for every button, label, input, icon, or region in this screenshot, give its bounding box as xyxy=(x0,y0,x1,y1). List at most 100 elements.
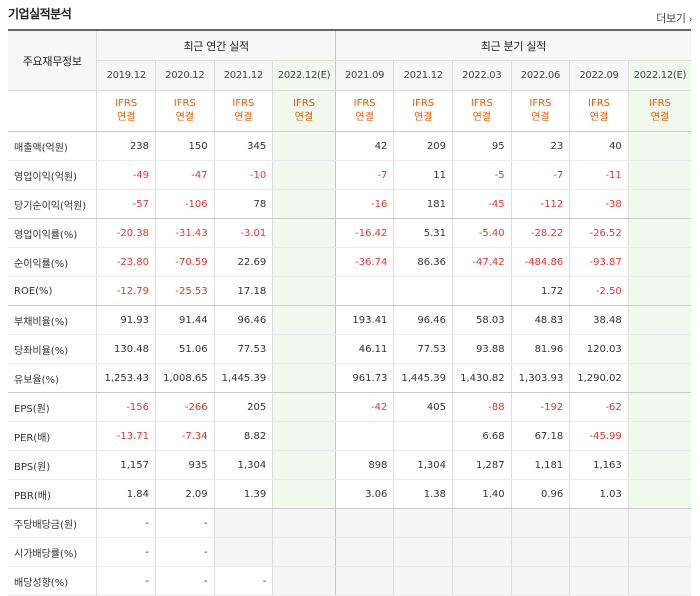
table-cell xyxy=(627,276,691,306)
row-label: EPS(원) xyxy=(8,392,98,422)
table-cell xyxy=(393,421,453,451)
row-label: ROE(%) xyxy=(8,276,98,306)
table-cell xyxy=(627,421,691,451)
table-cell xyxy=(393,276,453,306)
table-cell: 96.46 xyxy=(393,305,453,335)
table-row: 매출액(억원) 238 150 345 42 209 95 23 40 xyxy=(8,131,691,161)
table-cell: - xyxy=(96,537,156,567)
period-header: 2022.12(E) xyxy=(272,60,336,91)
table-cell: 96.46 xyxy=(213,305,273,335)
basis-scope: 연결 xyxy=(355,112,374,123)
table-cell: 1,290.02 xyxy=(569,363,629,393)
table-cell xyxy=(627,479,691,509)
basis-header: IFRS 연결 xyxy=(96,90,156,132)
table-cell xyxy=(452,566,512,596)
row-label: 주당배당금(원) xyxy=(8,508,98,538)
table-cell: 193.41 xyxy=(334,305,394,335)
table-cell xyxy=(272,189,336,219)
table-cell: 91.93 xyxy=(96,305,156,335)
table-cell xyxy=(272,247,336,277)
period-header: 2021.12 xyxy=(213,60,273,91)
table-cell xyxy=(272,392,336,422)
table-cell: -45 xyxy=(452,189,512,219)
table-cell: - xyxy=(96,566,156,596)
row-label: 당좌비율(%) xyxy=(8,334,98,364)
row-label: 순이익률(%) xyxy=(8,247,98,277)
row-label: 매출액(억원) xyxy=(8,131,98,161)
table-cell: 38.48 xyxy=(569,305,629,335)
table-cell: -16 xyxy=(334,189,394,219)
table-cell: -2.50 xyxy=(569,276,629,306)
table-row: 시가배당률(%) - - xyxy=(8,537,691,567)
table-cell xyxy=(627,508,691,538)
table-cell: -10 xyxy=(213,160,273,190)
row-label: 당기순이익(억원) xyxy=(8,189,98,219)
table-cell: -38 xyxy=(569,189,629,219)
table-cell: -16.42 xyxy=(334,218,394,248)
table-cell: 961.73 xyxy=(334,363,394,393)
period-header: 2022.06 xyxy=(510,60,570,91)
basis-standard: IFRS xyxy=(293,98,315,109)
row-label: 영업이익(억원) xyxy=(8,160,98,190)
basis-header: IFRS 연결 xyxy=(393,90,453,132)
table-cell: 238 xyxy=(96,131,156,161)
table-cell: 120.03 xyxy=(569,334,629,364)
table-cell xyxy=(272,479,336,509)
table-cell: 1,253.43 xyxy=(96,363,156,393)
period-header: 2022.09 xyxy=(569,60,629,91)
table-cell: 1,163 xyxy=(569,450,629,480)
row-label: PBR(배) xyxy=(8,479,98,509)
table-row: 부채비율(%) 91.93 91.44 96.46 193.41 96.46 58.03 48… xyxy=(8,305,691,335)
table-cell: -45.99 xyxy=(569,421,629,451)
table-cell: 1,445.39 xyxy=(213,363,273,393)
basis-scope: 연결 xyxy=(589,112,609,123)
basis-header: IFRS 연결 xyxy=(213,90,273,132)
table-cell xyxy=(627,334,691,364)
table-cell xyxy=(510,566,570,596)
basis-scope: 연결 xyxy=(531,112,550,123)
table-cell: 91.44 xyxy=(155,305,215,335)
table-cell xyxy=(272,334,336,364)
basis-standard: IFRS xyxy=(529,98,552,109)
table-cell: 209 xyxy=(393,131,453,161)
table-cell: 1.39 xyxy=(213,479,273,509)
more-link[interactable]: 더보기 › xyxy=(656,10,692,26)
table-cell: 5.31 xyxy=(393,218,453,248)
table-cell: 0.96 xyxy=(510,479,570,509)
table-cell xyxy=(272,450,336,480)
table-row: PER(배) -13.71 -7.34 8.82 6.68 67.18 -45.99 xyxy=(8,421,691,451)
period-header: 2019.12 xyxy=(96,60,156,91)
table-cell: 1.03 xyxy=(569,479,629,509)
table-cell xyxy=(334,537,394,567)
table-cell: 1,008.65 xyxy=(155,363,215,393)
table-cell: 22.69 xyxy=(213,247,273,277)
row-label: PER(배) xyxy=(8,421,98,451)
table-cell: 23 xyxy=(510,131,570,161)
table-cell: -7 xyxy=(510,160,570,190)
table-cell: 1.84 xyxy=(96,479,156,509)
table-cell: -93.87 xyxy=(569,247,629,277)
table-cell xyxy=(627,305,691,335)
section-title: 기업실적분석 xyxy=(8,7,72,21)
chevron-right-icon: › xyxy=(688,15,693,25)
table-cell xyxy=(627,450,691,480)
table-cell: 2.09 xyxy=(155,479,215,509)
table-cell: 935 xyxy=(155,450,215,480)
table-cell: -36.74 xyxy=(334,247,394,277)
table-cell xyxy=(627,247,691,277)
table-cell: -156 xyxy=(96,392,156,422)
table-cell: - xyxy=(155,537,215,567)
row-label-header: 주요재무정보 xyxy=(8,29,98,91)
table-row: 주당배당금(원) - - xyxy=(8,508,691,538)
table-cell xyxy=(627,566,691,596)
table-cell: 17.18 xyxy=(213,276,273,306)
basis-scope: 연결 xyxy=(117,112,136,123)
table-cell xyxy=(334,421,394,451)
table-cell: 46.11 xyxy=(334,334,394,364)
table-cell xyxy=(334,276,394,306)
period-header: 2021.09 xyxy=(334,60,394,91)
table-cell: 81.96 xyxy=(510,334,570,364)
table-cell: -47.42 xyxy=(452,247,512,277)
table-cell: 130.48 xyxy=(96,334,156,364)
table-cell: 58.03 xyxy=(452,305,512,335)
